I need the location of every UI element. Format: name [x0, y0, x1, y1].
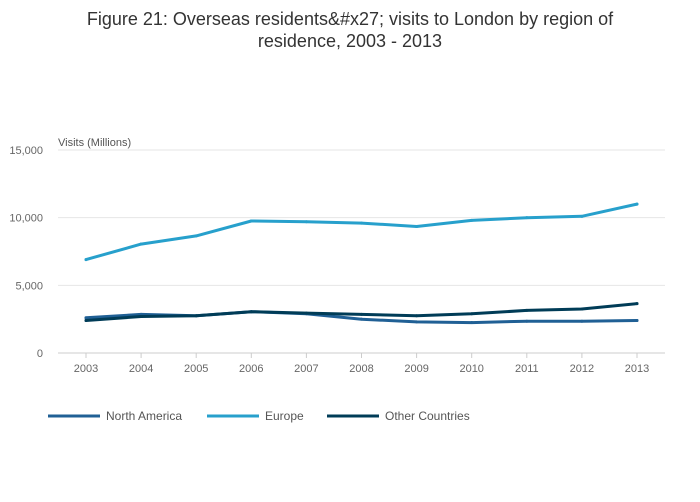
- legend-label: Europe: [265, 409, 304, 423]
- x-tick-label: 2012: [570, 363, 594, 375]
- data-point: [580, 319, 584, 323]
- legend: North America Europe Other Countries: [48, 409, 470, 423]
- data-point: [470, 312, 474, 316]
- data-point: [84, 319, 88, 323]
- y-tick-label: 5,000: [15, 280, 43, 292]
- x-tick-label: 2004: [129, 363, 153, 375]
- x-tick-label: 2003: [74, 363, 98, 375]
- data-point: [249, 310, 253, 314]
- data-point: [360, 221, 363, 225]
- data-point: [360, 317, 363, 321]
- series-line-europe: [84, 202, 639, 262]
- data-point: [635, 319, 639, 323]
- data-point: [470, 218, 474, 222]
- y-tick-label: 10,000: [9, 213, 43, 225]
- x-tick-label: 2011: [515, 363, 539, 375]
- data-point: [635, 202, 639, 206]
- legend-label: Other Countries: [385, 409, 470, 423]
- data-point: [139, 242, 143, 246]
- data-point: [580, 214, 584, 218]
- data-point: [360, 312, 363, 316]
- data-point: [304, 220, 308, 224]
- y-tick-label: 15,000: [9, 145, 43, 157]
- data-point: [415, 224, 419, 228]
- data-point: [635, 302, 639, 306]
- data-point: [525, 319, 529, 323]
- data-point: [415, 314, 419, 318]
- data-point: [249, 219, 253, 223]
- data-point: [304, 311, 308, 315]
- legend-label: North America: [106, 409, 182, 423]
- data-point: [84, 316, 88, 320]
- data-point: [194, 234, 198, 238]
- x-tick-label: 2013: [625, 363, 649, 375]
- y-axis-label: Visits (Millions): [58, 137, 131, 149]
- x-tick-label: 2007: [294, 363, 318, 375]
- data-point: [470, 321, 474, 325]
- data-point: [194, 314, 198, 318]
- x-tick-label: 2008: [349, 363, 373, 375]
- data-point: [525, 308, 529, 312]
- data-point: [580, 307, 584, 311]
- data-point: [84, 258, 88, 262]
- data-point: [139, 314, 143, 318]
- chart-title: Figure 21: Overseas residents&#x27; visi…: [86, 9, 614, 51]
- y-tick-label: 0: [37, 348, 43, 360]
- axes: 0 5,000 10,000 15,000 Visits (Millions) 2003 2…: [9, 137, 665, 375]
- x-tick-label: 2005: [184, 363, 208, 375]
- x-tick-label: 2010: [459, 363, 483, 375]
- data-point: [415, 320, 419, 324]
- x-tick-label: 2006: [239, 363, 263, 375]
- data-point: [525, 216, 529, 220]
- series-layer: [84, 202, 639, 325]
- x-tick-label: 2009: [404, 363, 428, 375]
